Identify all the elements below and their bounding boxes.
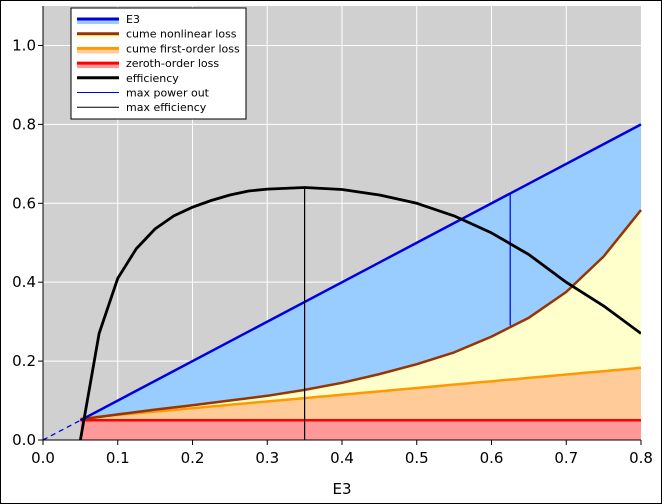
legend-label: E3 — [126, 13, 140, 26]
legend-label: max power out — [126, 87, 210, 100]
legend-swatch-fill — [77, 47, 119, 54]
x-tick-label: 0.6 — [480, 449, 504, 467]
y-tick-label: 0.4 — [12, 273, 36, 291]
legend-label: efficiency — [126, 72, 179, 85]
x-axis-title: E3 — [332, 480, 351, 498]
legend-label: cume first-order loss — [126, 42, 240, 55]
x-tick-label: 0.7 — [554, 449, 578, 467]
legend-swatch-fill — [77, 18, 119, 24]
x-tick-label: 0.0 — [31, 449, 55, 467]
y-tick-label: 0.2 — [12, 352, 36, 370]
x-tick-label: 0.5 — [405, 449, 429, 467]
x-tick-label: 0.8 — [629, 449, 653, 467]
first-order-loss-line — [80, 366, 642, 420]
axes: 0.0 0.1 0.2 0.3 0.4 0.5 0.6 0.7 0.8 0.0 0.2 0.4 0.6 0… — [12, 6, 653, 467]
y-tick-label: 1.0 — [12, 36, 36, 54]
legend-label: cume nonlinear loss — [126, 28, 237, 41]
legend-swatch-fill — [77, 62, 119, 69]
e3-dashed-line — [42, 419, 81, 441]
x-tick-label: 0.3 — [255, 449, 279, 467]
legend-label: max efficiency — [126, 101, 207, 114]
x-tick-label: 0.4 — [330, 449, 354, 467]
e3-line — [79, 123, 642, 422]
y-tick-label: 0.6 — [12, 194, 36, 212]
zeroth-order-loss-area — [80, 420, 641, 440]
nonlinear-loss-area — [80, 210, 641, 420]
y-tick-label: 0.8 — [12, 115, 36, 133]
nonlinear-loss-line — [80, 209, 642, 421]
legend-swatch-fill — [77, 32, 119, 39]
legend-label: zeroth-order loss — [126, 57, 219, 70]
y-tick-label: 0.0 — [12, 431, 36, 449]
x-tick-label: 0.2 — [181, 449, 205, 467]
x-tick-label: 0.1 — [106, 449, 130, 467]
efficiency-line — [79, 186, 641, 440]
